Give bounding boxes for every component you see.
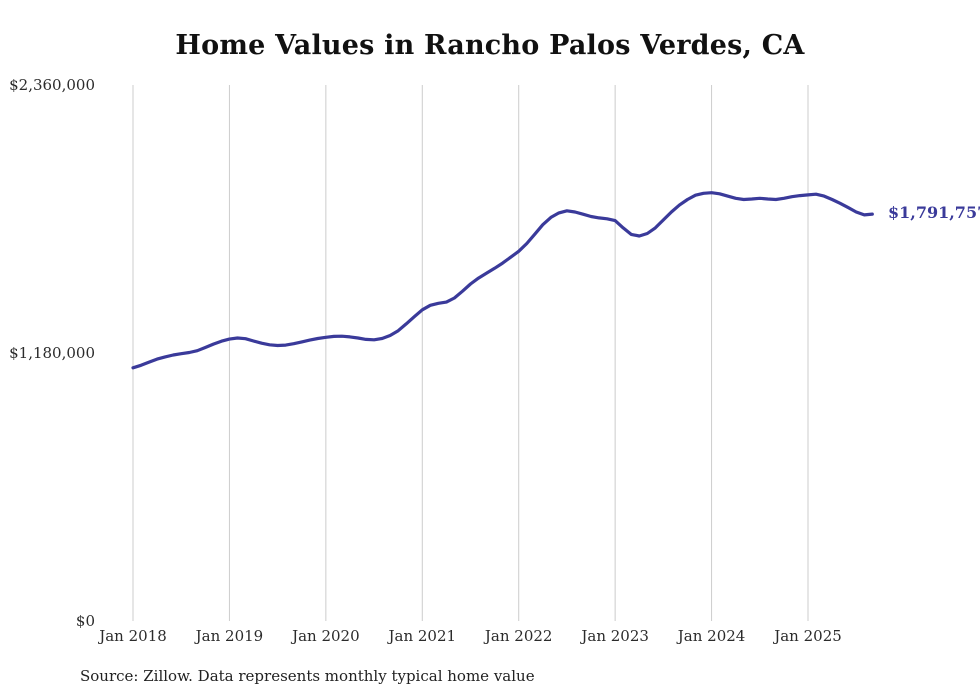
y-axis-tick-label: $2,360,000 <box>9 76 95 94</box>
x-axis-tick-label: Jan 2022 <box>483 627 553 645</box>
latest-value-label: $1,791,757 <box>888 203 980 223</box>
y-axis-tick-label: $0 <box>76 612 95 630</box>
x-axis-tick-label: Jan 2024 <box>676 627 746 645</box>
home-value-line <box>131 191 874 370</box>
x-axis-tick-label: Jan 2020 <box>290 627 360 645</box>
x-axis-tick-label: Jan 2018 <box>97 627 167 645</box>
chart-title: Home Values in Rancho Palos Verdes, CA <box>175 30 805 61</box>
y-axis-tick-label: $1,180,000 <box>9 344 95 362</box>
x-axis-tick-label: Jan 2025 <box>772 627 842 645</box>
x-axis-tick-label: Jan 2021 <box>387 627 457 645</box>
source-attribution: Source: Zillow. Data represents monthly … <box>80 667 535 685</box>
x-axis-tick-label: Jan 2023 <box>579 627 649 645</box>
x-axis-tick-label: Jan 2019 <box>194 627 264 645</box>
